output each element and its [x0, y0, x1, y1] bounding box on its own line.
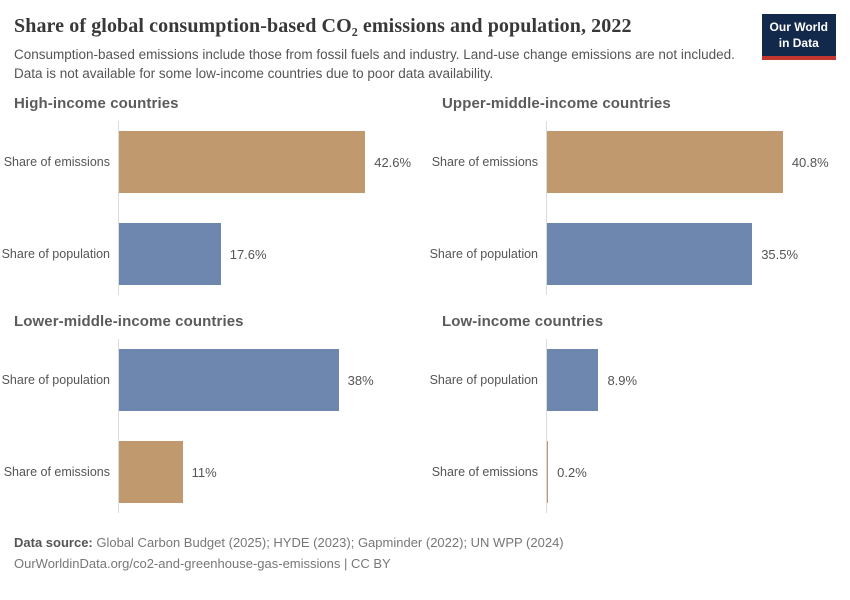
- facet-title: Low-income countries: [442, 313, 604, 331]
- bar-row: Share of population 38%: [2, 349, 408, 412]
- bar-category-label: Share of population: [1, 373, 110, 388]
- facet-chart: Upper-middle-income countries Share of em…: [430, 95, 836, 296]
- population-bar[interactable]: [547, 349, 599, 412]
- facet-chart: Low-income countries Share of population 8…: [430, 313, 836, 514]
- data-source-line: Data source: Global Carbon Budget (2025)…: [14, 533, 836, 554]
- bar-row: Share of population 35.5%: [430, 223, 836, 286]
- charts-grid: High-income countries Share of emissions 4…: [2, 95, 836, 514]
- bar-value-label: 0.2%: [557, 464, 587, 480]
- bar-value-label: 40.8%: [791, 154, 829, 170]
- emissions-bar[interactable]: [547, 441, 549, 504]
- bar-value-label: 17.6%: [229, 246, 267, 262]
- population-bar[interactable]: [119, 349, 339, 412]
- bar-row: Share of population 8.9%: [430, 349, 836, 412]
- header: Share of global consumption-based CO₂ em…: [14, 12, 836, 83]
- facet-chart: High-income countries Share of emissions 4…: [2, 95, 412, 296]
- logo-line-2: in Data: [778, 35, 819, 50]
- bar-value-label: 8.9%: [607, 372, 638, 388]
- bar-category-label: Share of emissions: [431, 155, 538, 170]
- bar-value-label: 42.6%: [374, 154, 412, 170]
- bar-row: Share of emissions 0.2%: [432, 441, 836, 504]
- data-source-label: Data source:: [14, 535, 93, 551]
- owid-logo[interactable]: Our World in Data: [761, 14, 836, 61]
- population-bar[interactable]: [547, 223, 753, 286]
- footer: Data source: Global Carbon Budget (2025)…: [14, 533, 836, 575]
- header-text: Share of global consumption-based CO₂ em…: [14, 12, 762, 83]
- bar-category-label: Share of emissions: [3, 155, 110, 170]
- bar-value-label: 35.5%: [761, 246, 799, 262]
- bar-value-label: 11%: [191, 464, 217, 480]
- facet-chart: Lower-middle-income countries Share of po…: [2, 313, 408, 514]
- emissions-bar[interactable]: [119, 441, 183, 504]
- facet-title: Upper-middle-income countries: [442, 95, 671, 113]
- emissions-bar[interactable]: [547, 131, 783, 194]
- bar-category-label: Share of emissions: [3, 465, 110, 480]
- data-source-text: Global Carbon Budget (2025); HYDE (2023)…: [92, 535, 564, 551]
- bar-row: Share of emissions 42.6%: [4, 131, 412, 194]
- bar-row: Share of emissions 40.8%: [432, 131, 836, 194]
- chart-subtitle: Consumption-based emissions include thos…: [14, 47, 735, 82]
- bar-row: Share of population 17.6%: [2, 223, 408, 286]
- emissions-bar[interactable]: [119, 131, 366, 194]
- facet-plot: Share of emissions 40.8% Share of populati…: [430, 121, 836, 296]
- population-bar[interactable]: [119, 223, 221, 286]
- logo-line-1: Our World: [769, 20, 828, 34]
- bar-category-label: Share of population: [429, 247, 538, 262]
- bar-category-label: Share of population: [429, 373, 538, 388]
- bar-category-label: Share of emissions: [431, 465, 538, 480]
- license-link-line[interactable]: OurWorldinData.org/co2-and-greenhouse-ga…: [14, 556, 391, 572]
- facet-title: Lower-middle-income countries: [14, 313, 244, 331]
- facet-plot: Share of population 38% Share of emissions…: [2, 339, 408, 514]
- facet-plot: Share of emissions 42.6% Share of populati…: [2, 121, 412, 296]
- bar-category-label: Share of population: [1, 247, 110, 262]
- facet-plot: Share of population 8.9% Share of emission…: [430, 339, 836, 514]
- facet-title: High-income countries: [14, 95, 179, 113]
- page-title: Share of global consumption-based CO₂ em…: [14, 15, 632, 37]
- bar-row: Share of emissions 11%: [4, 441, 408, 504]
- bar-value-label: 38%: [347, 372, 374, 388]
